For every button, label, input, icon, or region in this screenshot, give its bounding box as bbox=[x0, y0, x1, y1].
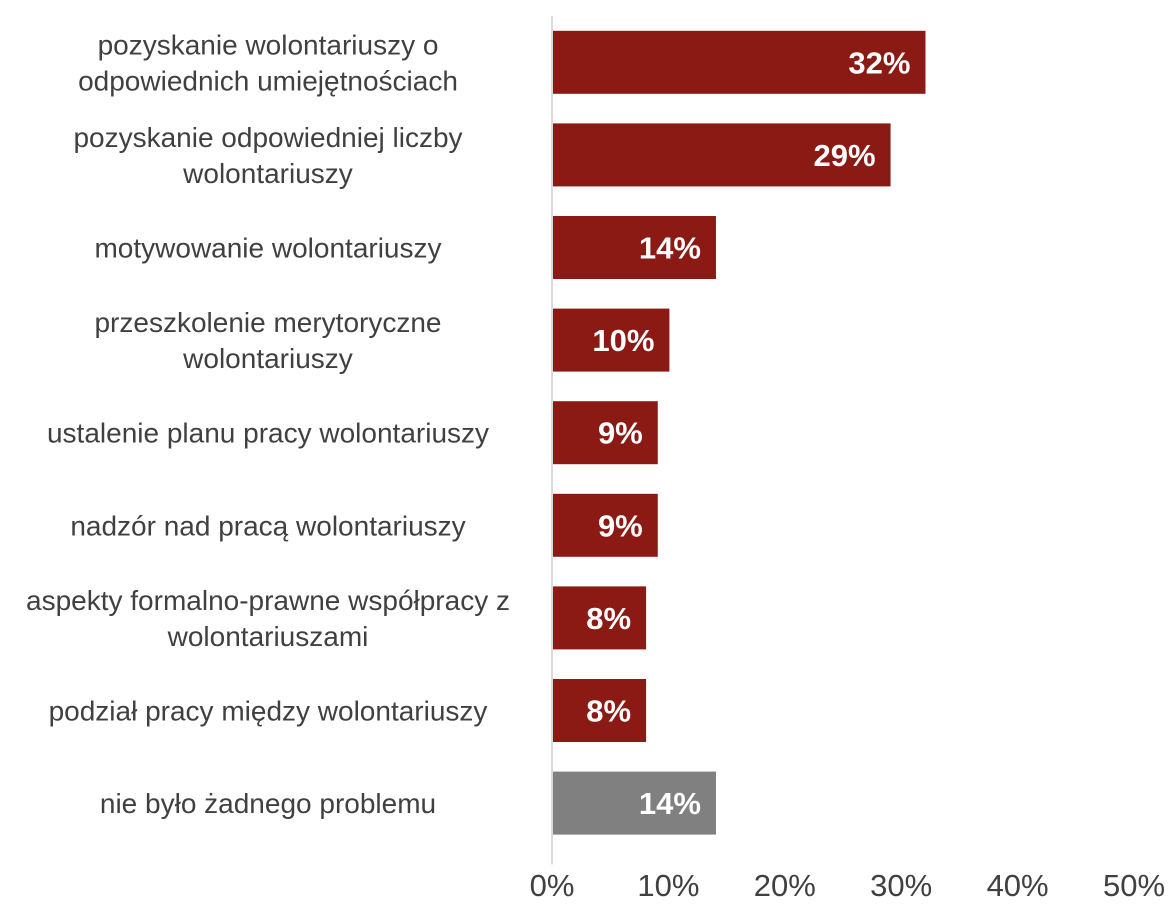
x-tick-label-4: 30% bbox=[870, 868, 932, 903]
bar-8 bbox=[553, 679, 647, 742]
category-label-line: nie było żadnego problemu bbox=[100, 788, 436, 819]
value-label-9: 14% bbox=[639, 786, 701, 821]
bar-1 bbox=[553, 30, 926, 94]
bar-6 bbox=[553, 493, 658, 557]
category-label-8: podział pracy między wolontariuszy bbox=[49, 696, 488, 727]
category-label-line: pozyskanie odpowiedniej liczby bbox=[73, 122, 462, 153]
category-label-line: pozyskanie wolontariuszy o bbox=[98, 29, 439, 60]
value-label-4: 10% bbox=[592, 323, 654, 358]
bars-group bbox=[553, 30, 926, 835]
x-tick-label-1: 0% bbox=[530, 868, 575, 903]
x-tick-label-2: 10% bbox=[637, 868, 699, 903]
category-label-line: aspekty formalno-prawne współpracy z bbox=[26, 585, 510, 616]
category-label-line: ustalenie planu pracy wolontariuszy bbox=[47, 418, 489, 449]
x-tick-label-5: 40% bbox=[987, 868, 1049, 903]
bar-4 bbox=[553, 308, 670, 372]
x-tick-labels-group: 0% 10% 20% 30% 40% 50% bbox=[530, 868, 1165, 903]
category-label-line: odpowiednich umiejętnościach bbox=[78, 65, 458, 96]
value-label-6: 9% bbox=[598, 508, 643, 543]
value-label-5: 9% bbox=[598, 416, 643, 451]
bar-9 bbox=[553, 771, 716, 835]
x-tick-label-3: 20% bbox=[754, 868, 816, 903]
bar-3 bbox=[553, 216, 716, 279]
category-label-1: pozyskanie wolontariuszy o odpowiednich u… bbox=[78, 29, 458, 96]
category-labels-group: pozyskanie wolontariuszy o odpowiednich u… bbox=[26, 29, 510, 819]
value-label-7: 8% bbox=[586, 601, 631, 636]
bar-7 bbox=[553, 586, 647, 650]
category-label-2: pozyskanie odpowiedniej liczby wolontariu… bbox=[73, 122, 462, 189]
value-label-2: 29% bbox=[814, 138, 876, 173]
category-label-6: nadzór nad pracą wolontariuszy bbox=[70, 510, 465, 541]
category-label-line: wolontariuszy bbox=[182, 343, 353, 374]
category-label-9: nie było żadnego problemu bbox=[100, 788, 436, 819]
category-label-line: nadzór nad pracą wolontariuszy bbox=[70, 510, 465, 541]
x-tick-label-6: 50% bbox=[1103, 868, 1165, 903]
category-label-4: przeszkolenie merytoryczne wolontariuszy bbox=[94, 307, 441, 374]
category-label-line: motywowanie wolontariuszy bbox=[94, 233, 441, 264]
value-label-3: 14% bbox=[639, 231, 701, 266]
bar-5 bbox=[553, 401, 658, 465]
category-label-line: przeszkolenie merytoryczne bbox=[94, 307, 441, 338]
category-label-line: podział pracy między wolontariuszy bbox=[49, 696, 488, 727]
category-label-7: aspekty formalno-prawne współpracy z wolo… bbox=[26, 585, 510, 652]
category-label-5: ustalenie planu pracy wolontariuszy bbox=[47, 418, 489, 449]
category-label-3: motywowanie wolontariuszy bbox=[94, 233, 441, 264]
value-labels-group: 32% 29% 14% 10% 9% 9% 8% 8% 14% bbox=[586, 45, 910, 821]
bar-2 bbox=[553, 123, 891, 187]
value-label-8: 8% bbox=[586, 694, 631, 729]
category-label-line: wolontariuszami bbox=[167, 621, 369, 652]
category-label-line: wolontariuszy bbox=[182, 158, 353, 189]
value-label-1: 32% bbox=[848, 45, 910, 80]
